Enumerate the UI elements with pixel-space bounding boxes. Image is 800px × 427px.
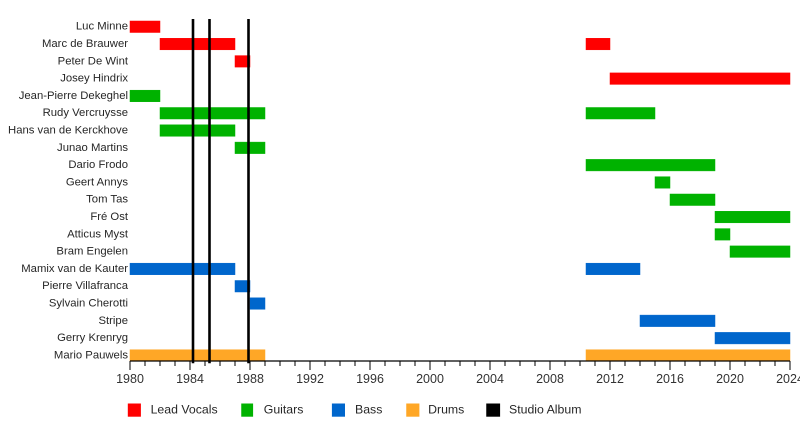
svg-text:Josey Hindrix: Josey Hindrix [60,73,128,85]
svg-text:2012: 2012 [596,372,624,386]
svg-text:Fré Ost: Fré Ost [90,211,129,223]
svg-text:1984: 1984 [176,372,204,386]
svg-text:Sylvain Cherotti: Sylvain Cherotti [49,298,128,310]
svg-text:Junao Martins: Junao Martins [57,142,128,154]
svg-text:1988: 1988 [236,372,264,386]
svg-text:1992: 1992 [296,372,324,386]
svg-text:Jean-Pierre Dekeghel: Jean-Pierre Dekeghel [19,90,128,102]
svg-text:Peter De Wint: Peter De Wint [58,55,129,67]
svg-text:2000: 2000 [416,372,444,386]
svg-text:Lead Vocals: Lead Vocals [151,402,218,416]
svg-text:Marc de Brauwer: Marc de Brauwer [42,38,128,50]
svg-text:Dario Frodo: Dario Frodo [68,159,128,171]
svg-text:Geert Annys: Geert Annys [66,176,129,188]
svg-text:Luc Minne: Luc Minne [76,21,128,33]
svg-text:2008: 2008 [536,372,564,386]
svg-text:Bram Engelen: Bram Engelen [56,246,128,258]
svg-text:Atticus Myst: Atticus Myst [67,228,129,240]
svg-text:Pierre Villafranca: Pierre Villafranca [42,280,129,292]
svg-text:Mamix van de Kauter: Mamix van de Kauter [21,263,128,275]
svg-text:2016: 2016 [656,372,684,386]
svg-text:Studio Album: Studio Album [509,402,581,416]
svg-text:Stripe: Stripe [98,315,128,327]
svg-text:Gerry Krenryg: Gerry Krenryg [57,332,128,344]
svg-text:Guitars: Guitars [264,402,304,416]
svg-text:2024: 2024 [776,372,800,386]
svg-text:1980: 1980 [116,372,144,386]
svg-text:Rudy Vercruysse: Rudy Vercruysse [43,107,128,119]
svg-text:2004: 2004 [476,372,504,386]
svg-text:Hans van de Kerckhove: Hans van de Kerckhove [8,125,128,137]
svg-text:Bass: Bass [355,402,382,416]
svg-text:Tom Tas: Tom Tas [86,194,128,206]
svg-text:Mario Pauwels: Mario Pauwels [54,349,128,361]
svg-text:2020: 2020 [716,372,744,386]
svg-text:1996: 1996 [356,372,384,386]
svg-text:Drums: Drums [428,402,464,416]
